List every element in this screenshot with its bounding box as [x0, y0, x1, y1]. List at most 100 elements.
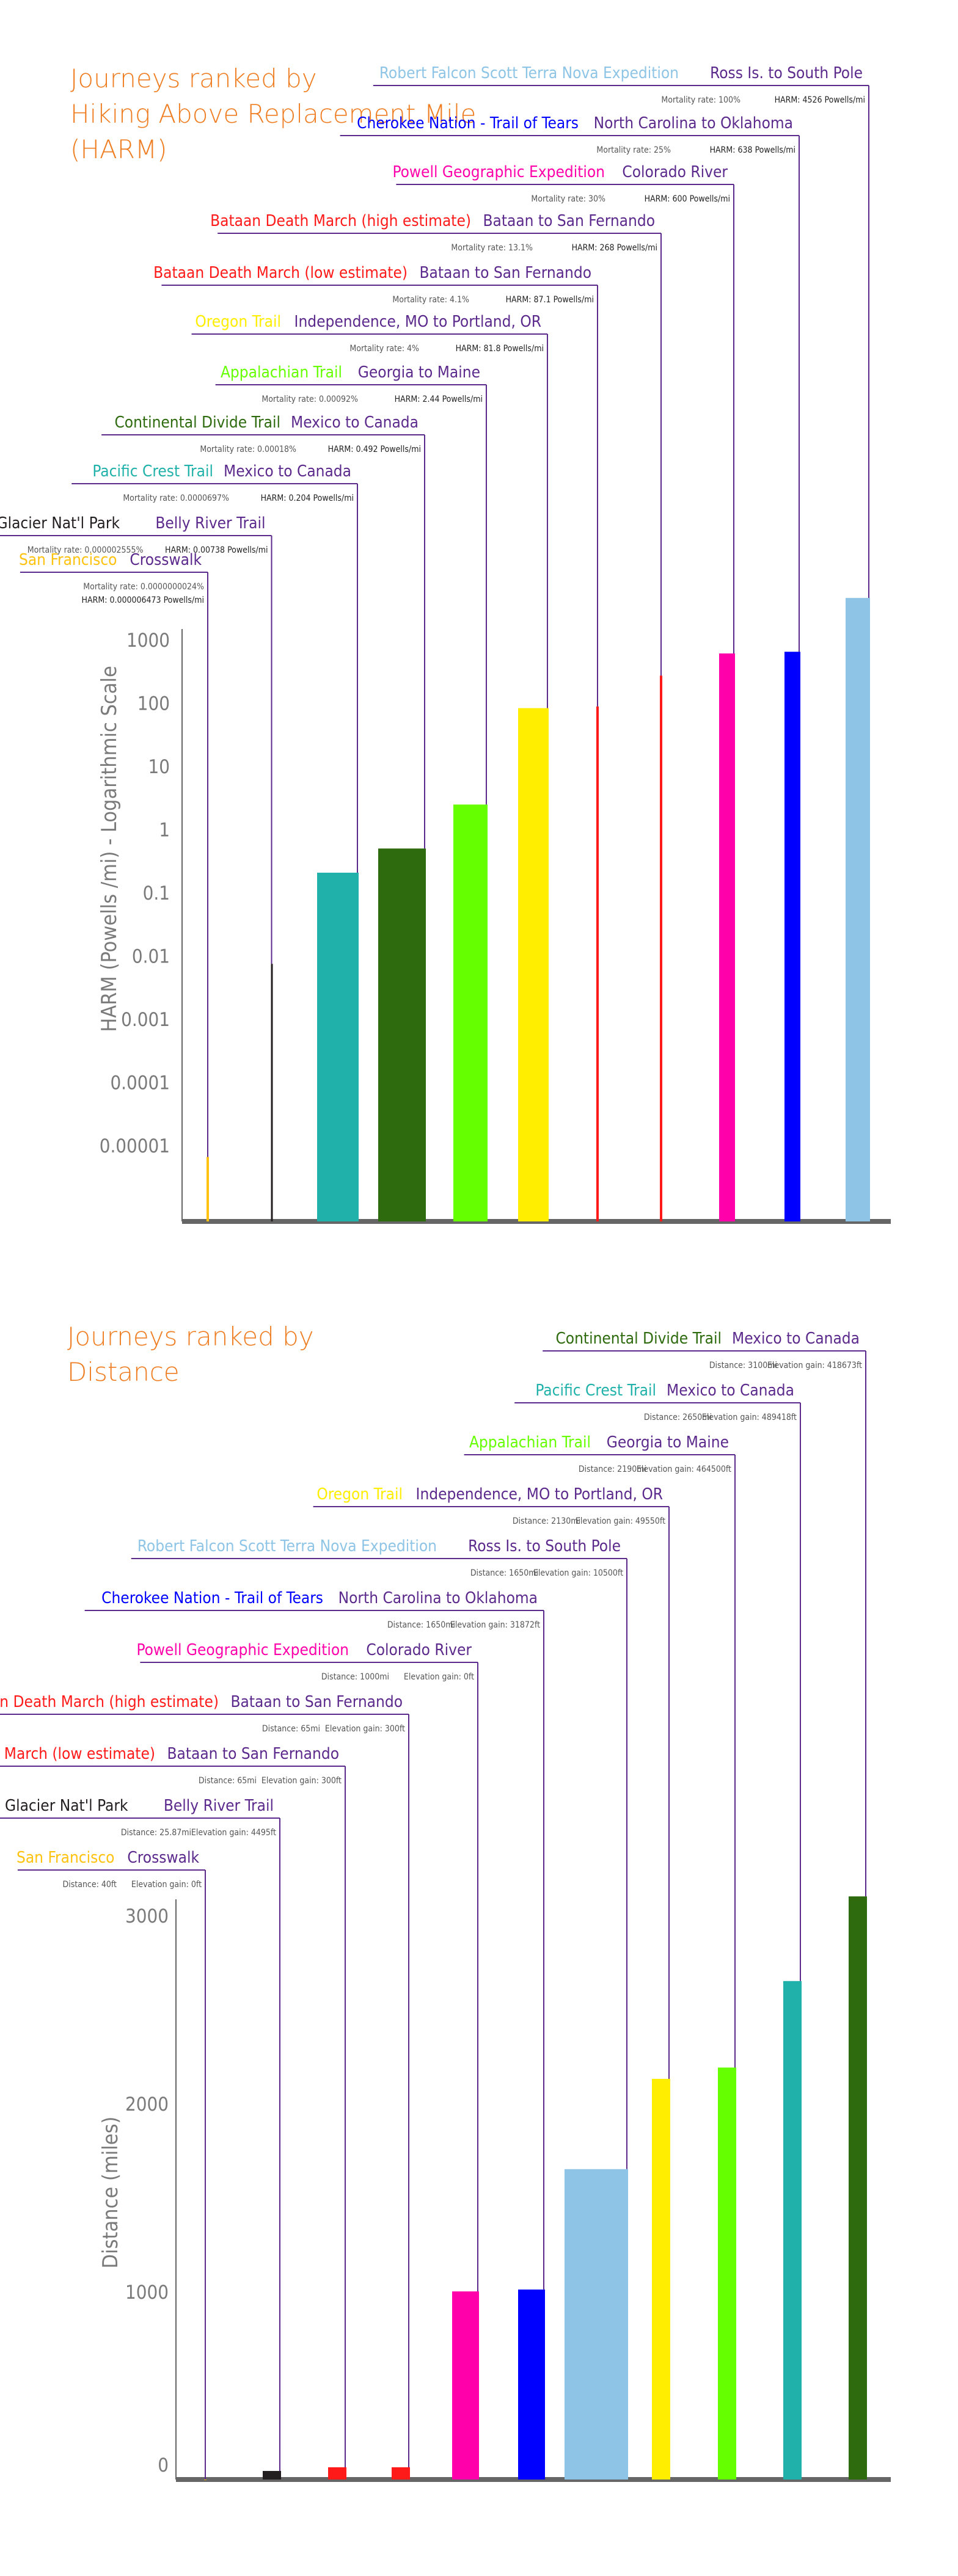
harm-value: HARM: 0.204 Powells/mi: [261, 493, 354, 503]
harm-journey-route: Belly River Trail: [155, 514, 265, 533]
harm-bar: [846, 598, 870, 1221]
distance-journey-name: Robert Falcon Scott Terra Nova Expeditio…: [137, 1537, 437, 1555]
distance-journey-route: Bataan to San Fernando: [167, 1745, 339, 1763]
distance-journey-route: Independence, MO to Portland, OR: [416, 1485, 663, 1504]
elevation-gain-value: Elevation gain: 31872ft: [450, 1620, 540, 1630]
distance-value: Distance: 65mi: [262, 1724, 320, 1734]
harm-journey-name: Powell Geographic Expedition: [392, 163, 605, 181]
harm-journey-route: North Carolina to Oklahoma: [594, 114, 793, 133]
distance-bar: [328, 2467, 346, 2480]
distance-bar: [849, 1896, 867, 2480]
harm-chart-title: Journeys ranked by Hiking Above Replacem…: [70, 64, 477, 164]
harm-mortality-rate: Mortality rate: 30%: [531, 194, 605, 204]
distance-bar: [718, 2067, 736, 2480]
harm-journey-route: Mexico to Canada: [224, 462, 351, 481]
distance-value: Distance: 25.87mi: [121, 1828, 191, 1838]
harm-mortality-rate: Mortality rate: 4.1%: [392, 295, 469, 305]
harm-value: HARM: 638 Powells/mi: [710, 145, 795, 155]
elevation-gain-value: Elevation gain: 4495ft: [191, 1828, 276, 1838]
distance-bar: [263, 2471, 281, 2480]
distance-journey-route: Crosswalk: [127, 1849, 199, 1867]
harm-journey-route: Bataan to San Fernando: [483, 212, 655, 230]
distance-journey-route: Ross Is. to South Pole: [468, 1537, 621, 1555]
harm-journey-name: Glacier Nat'l Park: [0, 514, 120, 533]
harm-mortality-rate: Mortality rate: 0.00092%: [261, 395, 358, 404]
harm-y-tick-label: 10: [148, 756, 170, 778]
distance-value: Distance: 40ft: [63, 1880, 117, 1890]
harm-y-tick-label: 100: [137, 693, 170, 715]
distance-value: Distance: 1650mi: [470, 1568, 538, 1578]
distance-bar: [783, 1981, 802, 2480]
elevation-gain-value: Elevation gain: 0ft: [404, 1672, 474, 1682]
harm-mortality-rate: Mortality rate: 13.1%: [451, 243, 533, 253]
elevation-gain-value: Elevation gain: 418673ft: [767, 1361, 862, 1370]
harm-y-tick-label: 0.1: [143, 882, 170, 904]
harm-bar: [207, 1157, 209, 1221]
harm-mortality-rate: Mortality rate: 25%: [596, 145, 671, 155]
distance-journey-name: Bataan Death March (low estimate): [0, 1745, 155, 1763]
distance-bar: [652, 2078, 670, 2480]
elevation-gain-value: Elevation gain: 300ft: [325, 1724, 405, 1734]
distance-journey-route: Mexico to Canada: [667, 1381, 794, 1400]
harm-y-tick-label: 0.0001: [110, 1072, 170, 1094]
distance-y-tick-label: 2000: [125, 2094, 169, 2116]
elevation-gain-value: Elevation gain: 464500ft: [637, 1464, 731, 1474]
harm-journey-route: Independence, MO to Portland, OR: [294, 313, 541, 331]
harm-mortality-rate: Mortality rate: 0.0000000024%: [83, 582, 204, 592]
distance-value: Distance: 1000mi: [321, 1672, 389, 1682]
distance-journey-name: San Francisco: [16, 1849, 115, 1867]
harm-mortality-rate: Mortality rate: 0.00018%: [200, 445, 296, 454]
harm-bar: [784, 652, 800, 1221]
harm-journey-name: Bataan Death March (high estimate): [210, 212, 471, 230]
harm-value: HARM: 0.00738 Powells/mi: [165, 545, 268, 555]
harm-value: HARM: 0.000006473 Powells/mi: [82, 595, 205, 605]
harm-journey-route: Mexico to Canada: [291, 413, 419, 432]
harm-bar: [271, 964, 273, 1221]
distance-journey-route: Belly River Trail: [164, 1797, 274, 1815]
harm-journey-name: Pacific Crest Trail: [92, 462, 213, 481]
distance-value: Distance: 3100mi: [709, 1361, 777, 1370]
harm-value: HARM: 0.492 Powells/mi: [328, 445, 421, 454]
distance-journey-route: Georgia to Maine: [607, 1433, 729, 1452]
elevation-gain-value: Elevation gain: 10500ft: [533, 1568, 623, 1578]
distance-value: Distance: 65mi: [199, 1776, 257, 1786]
harm-mortality-rate: Mortality rate: 100%: [661, 95, 740, 105]
harm-value: HARM: 2.44 Powells/mi: [395, 395, 483, 404]
distance-journey-route: Mexico to Canada: [732, 1330, 860, 1348]
distance-journey-name: Pacific Crest Trail: [535, 1381, 656, 1400]
harm-journey-route: Georgia to Maine: [358, 363, 480, 382]
elevation-gain-value: Elevation gain: 0ft: [131, 1880, 202, 1890]
distance-value: Distance: 2130mi: [513, 1516, 580, 1526]
harm-journey-name: Bataan Death March (low estimate): [153, 264, 408, 282]
elevation-gain-value: Elevation gain: 300ft: [261, 1776, 342, 1786]
harm-journey-route: Colorado River: [622, 163, 728, 181]
distance-bar: [392, 2467, 410, 2480]
distance-journey-route: North Carolina to Oklahoma: [338, 1589, 538, 1607]
distance-y-tick-label: 0: [158, 2454, 169, 2476]
harm-y-tick-label: 0.01: [132, 946, 170, 968]
distance-journey-route: Bataan to San Fernando: [230, 1693, 403, 1711]
harm-journey-route: Bataan to San Fernando: [419, 264, 591, 282]
elevation-gain-value: Elevation gain: 49550ft: [576, 1516, 665, 1526]
distance-journey-route: Colorado River: [366, 1641, 472, 1659]
harm-bar: [518, 708, 549, 1221]
distance-y-axis-label: Distance (miles): [98, 2117, 123, 2269]
distance-journey-name: Appalachian Trail: [469, 1433, 591, 1452]
harm-mortality-rate: Mortality rate: 0.0000697%: [123, 493, 229, 503]
distance-value: Distance: 2190mi: [579, 1464, 646, 1474]
distance-y-tick-label: 3000: [125, 1905, 169, 1927]
harm-y-tick-label: 1000: [126, 630, 170, 652]
distance-bar: [565, 2169, 628, 2480]
harm-y-axis-label: HARM (Powells /mi) - Logarithmic Scale: [97, 666, 122, 1032]
harm-journey-name: Robert Falcon Scott Terra Nova Expeditio…: [379, 64, 679, 82]
harm-bar: [453, 804, 488, 1221]
distance-journey-name: Oregon Trail: [316, 1485, 403, 1504]
harm-bar: [719, 653, 735, 1221]
distance-y-tick-label: 1000: [125, 2282, 169, 2304]
distance-value: Distance: 1650mi: [387, 1620, 455, 1630]
harm-journey-name: Cherokee Nation - Trail of Tears: [357, 114, 579, 133]
distance-chart-title: Journeys ranked by Distance: [67, 1322, 314, 1387]
distance-journey-name: Glacier Nat'l Park: [5, 1797, 128, 1815]
harm-value: HARM: 268 Powells/mi: [572, 243, 657, 253]
harm-journey-name: Oregon Trail: [195, 313, 281, 331]
